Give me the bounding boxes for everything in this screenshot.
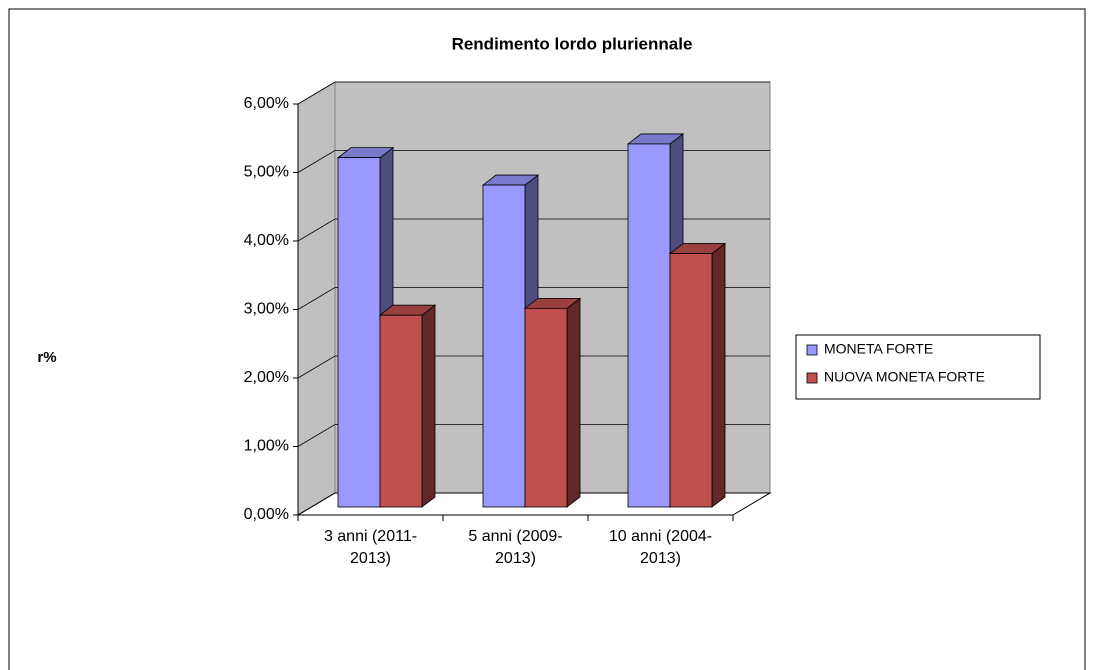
y-tick-label: 1,00%: [244, 438, 289, 455]
chart-border: [8, 8, 1086, 670]
y-tick-label: 5,00%: [244, 164, 289, 181]
y-tick-label: 4,00%: [244, 232, 289, 249]
x-tick-label: 3 anni (2011-2013): [323, 528, 418, 567]
bar-front: [482, 184, 526, 508]
bar: [523, 297, 582, 508]
legend-swatch: [806, 344, 818, 356]
y-tick-label: 2,00%: [244, 369, 289, 386]
x-tick-label: 10 anni (2004-2013): [608, 528, 713, 567]
bar-side: [421, 304, 436, 508]
y-axis-label: r%: [37, 349, 56, 366]
legend-swatch: [806, 372, 818, 384]
chart-title: Rendimento lordo pluriennale: [452, 34, 693, 53]
grid-line: [297, 218, 770, 242]
legend-label: NUOVA MONETA FORTE: [824, 369, 985, 385]
bar-side: [566, 297, 581, 508]
legend-box: [795, 334, 1041, 400]
x-tick-label: 5 anni (2009-2013): [468, 528, 563, 567]
grid-line: [297, 150, 770, 173]
bar-front: [669, 253, 713, 508]
grid-line: [297, 355, 770, 379]
bar: [378, 304, 437, 508]
bar-front: [337, 157, 381, 508]
grid-line: [297, 492, 770, 516]
legend-label: MONETA FORTE: [824, 341, 933, 357]
bar-front: [627, 143, 671, 508]
bar-front: [524, 307, 568, 508]
bar-side: [711, 242, 726, 508]
grid-line: [297, 81, 770, 105]
grid-line: [297, 424, 770, 447]
bar-front: [379, 314, 423, 508]
bar: [668, 242, 727, 508]
y-tick-label: 3,00%: [244, 301, 289, 318]
y-tick-label: 0,00%: [244, 506, 289, 523]
grid-line: [297, 287, 770, 310]
y-tick-label: 6,00%: [244, 95, 289, 112]
